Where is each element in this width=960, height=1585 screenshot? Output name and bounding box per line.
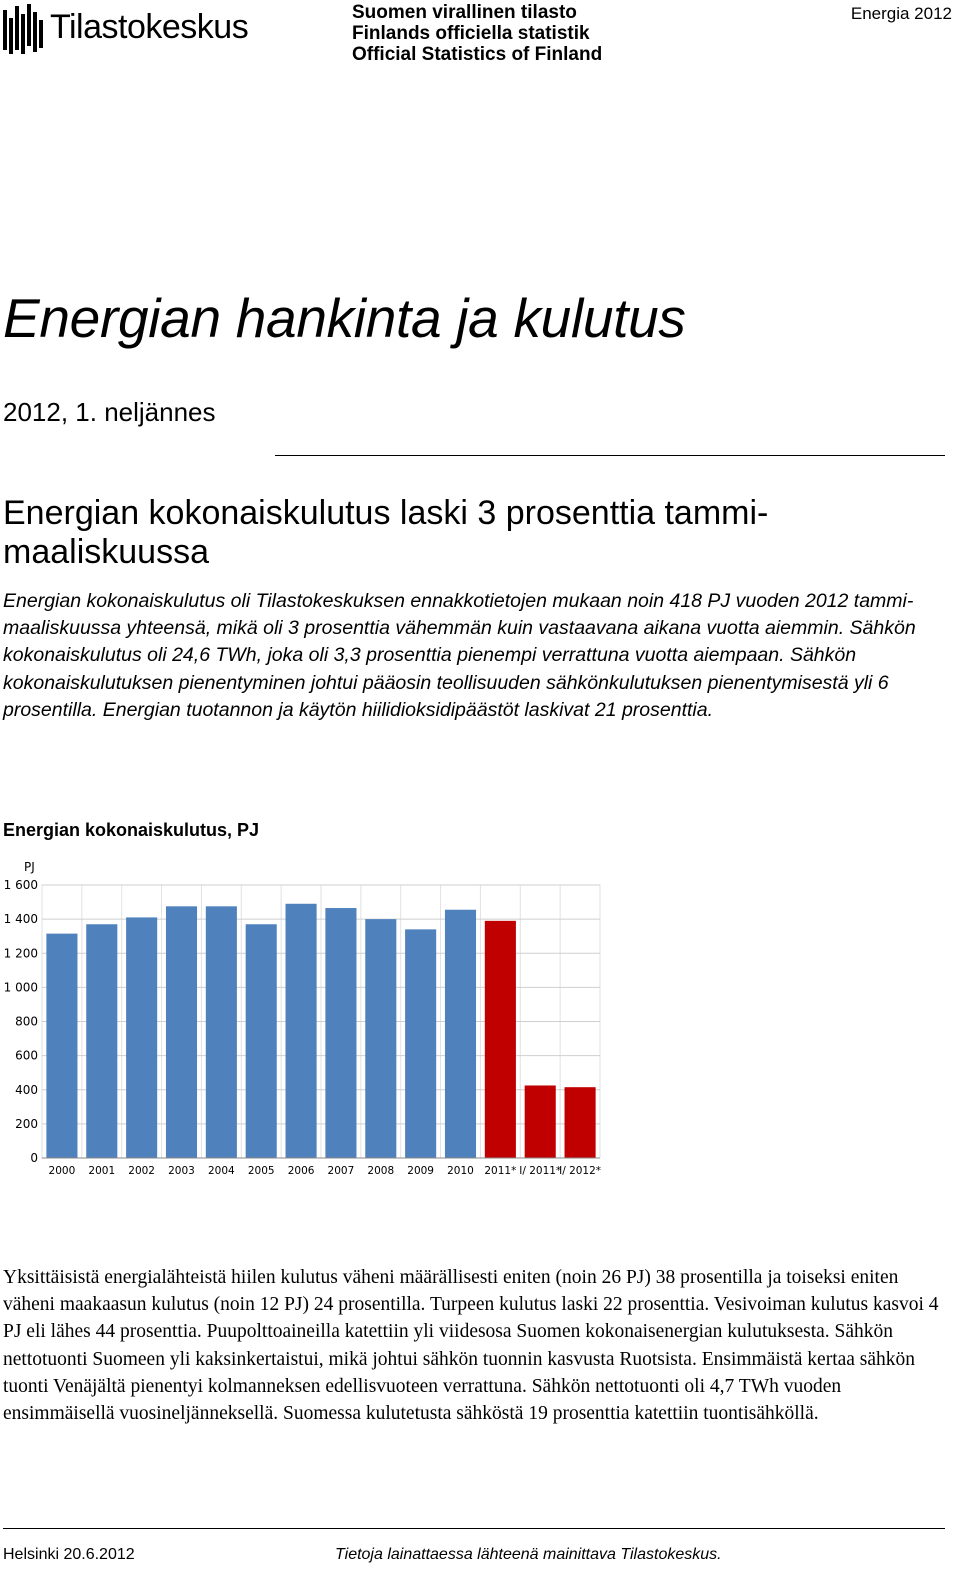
chart-heading: Energian kokonaiskulutus, PJ	[3, 820, 260, 840]
bar	[46, 933, 78, 1158]
y-tick-label: 1 000	[4, 980, 38, 994]
bar	[405, 929, 437, 1158]
y-tick-label: 400	[15, 1083, 38, 1097]
logo-text: Tilastokeskus	[50, 8, 249, 46]
bar	[524, 1085, 556, 1158]
bar	[245, 924, 277, 1158]
footer-citation: Tietoja lainattaessa lähteenä mainittava…	[335, 1546, 722, 1563]
official-line-en: Official Statistics of Finland	[352, 44, 603, 65]
x-tick-label: 2002	[128, 1165, 155, 1177]
x-tick-label: I/ 2011*	[519, 1165, 561, 1177]
bar	[444, 909, 477, 1158]
bar	[205, 906, 237, 1158]
lede-paragraph: Energian kokonaiskulutus oli Tilastokesk…	[3, 590, 916, 721]
y-tick-label: 200	[15, 1117, 38, 1131]
energy-consumption-chart: 0 200 400 600 800 1 000 1 200 1 400 1 600 PJ 2000 2…	[0, 855, 610, 1185]
x-tick-label: 2009	[407, 1165, 434, 1177]
official-line-fi: Suomen virallinen tilasto	[352, 2, 577, 23]
divider	[275, 455, 945, 456]
bar	[365, 919, 397, 1158]
x-tick-label: I/ 2012*	[559, 1165, 601, 1177]
y-tick-label: 1 200	[4, 946, 38, 960]
bar	[86, 924, 118, 1158]
chart-svg: 0 200 400 600 800 1 000 1 200 1 400 1 600 PJ 2000 2…	[4, 860, 601, 1177]
official-statistics-label: Suomen virallinen tilasto Finlands offic…	[352, 2, 602, 65]
x-tick-label: 2006	[288, 1165, 315, 1177]
y-tick-label: 1 400	[4, 912, 38, 926]
headline: Energian kokonaiskulutus laski 3 prosent…	[3, 494, 769, 571]
footer-place-date: Helsinki 20.6.2012	[3, 1546, 135, 1563]
report-label: Energia 2012	[850, 4, 952, 23]
official-line-sv: Finlands officiella statistik	[352, 23, 590, 44]
bar	[564, 1087, 596, 1158]
bar	[126, 917, 158, 1158]
bar	[165, 906, 198, 1158]
y-axis-label: PJ	[24, 860, 35, 874]
footer-divider	[3, 1528, 945, 1529]
tilastokeskus-logo-icon	[3, 4, 43, 56]
y-tick-label: 600	[15, 1049, 38, 1063]
x-tick-label: 2001	[88, 1165, 115, 1177]
y-tick-label: 1 600	[4, 878, 38, 892]
x-tick-label: 2011*	[484, 1165, 516, 1177]
x-tick-label: 2005	[248, 1165, 275, 1177]
y-tick-label: 800	[15, 1015, 38, 1029]
body-paragraph: Yksittäisistä energialähteistä hiilen ku…	[3, 1267, 939, 1425]
x-tick-label: 2010	[447, 1165, 474, 1177]
x-tick-label: 2003	[168, 1165, 195, 1177]
bar	[285, 903, 317, 1158]
period-subtitle: 2012, 1. neljännes	[3, 397, 216, 427]
bar	[484, 920, 516, 1158]
x-tick-label: 2004	[208, 1165, 235, 1177]
x-tick-label: 2008	[367, 1165, 394, 1177]
x-tick-label: 2007	[328, 1165, 355, 1177]
x-tick-label: 2000	[49, 1165, 76, 1177]
page-title: Energian hankinta ja kulutus	[3, 287, 686, 349]
y-tick-label: 0	[30, 1151, 38, 1165]
bar	[325, 908, 357, 1158]
